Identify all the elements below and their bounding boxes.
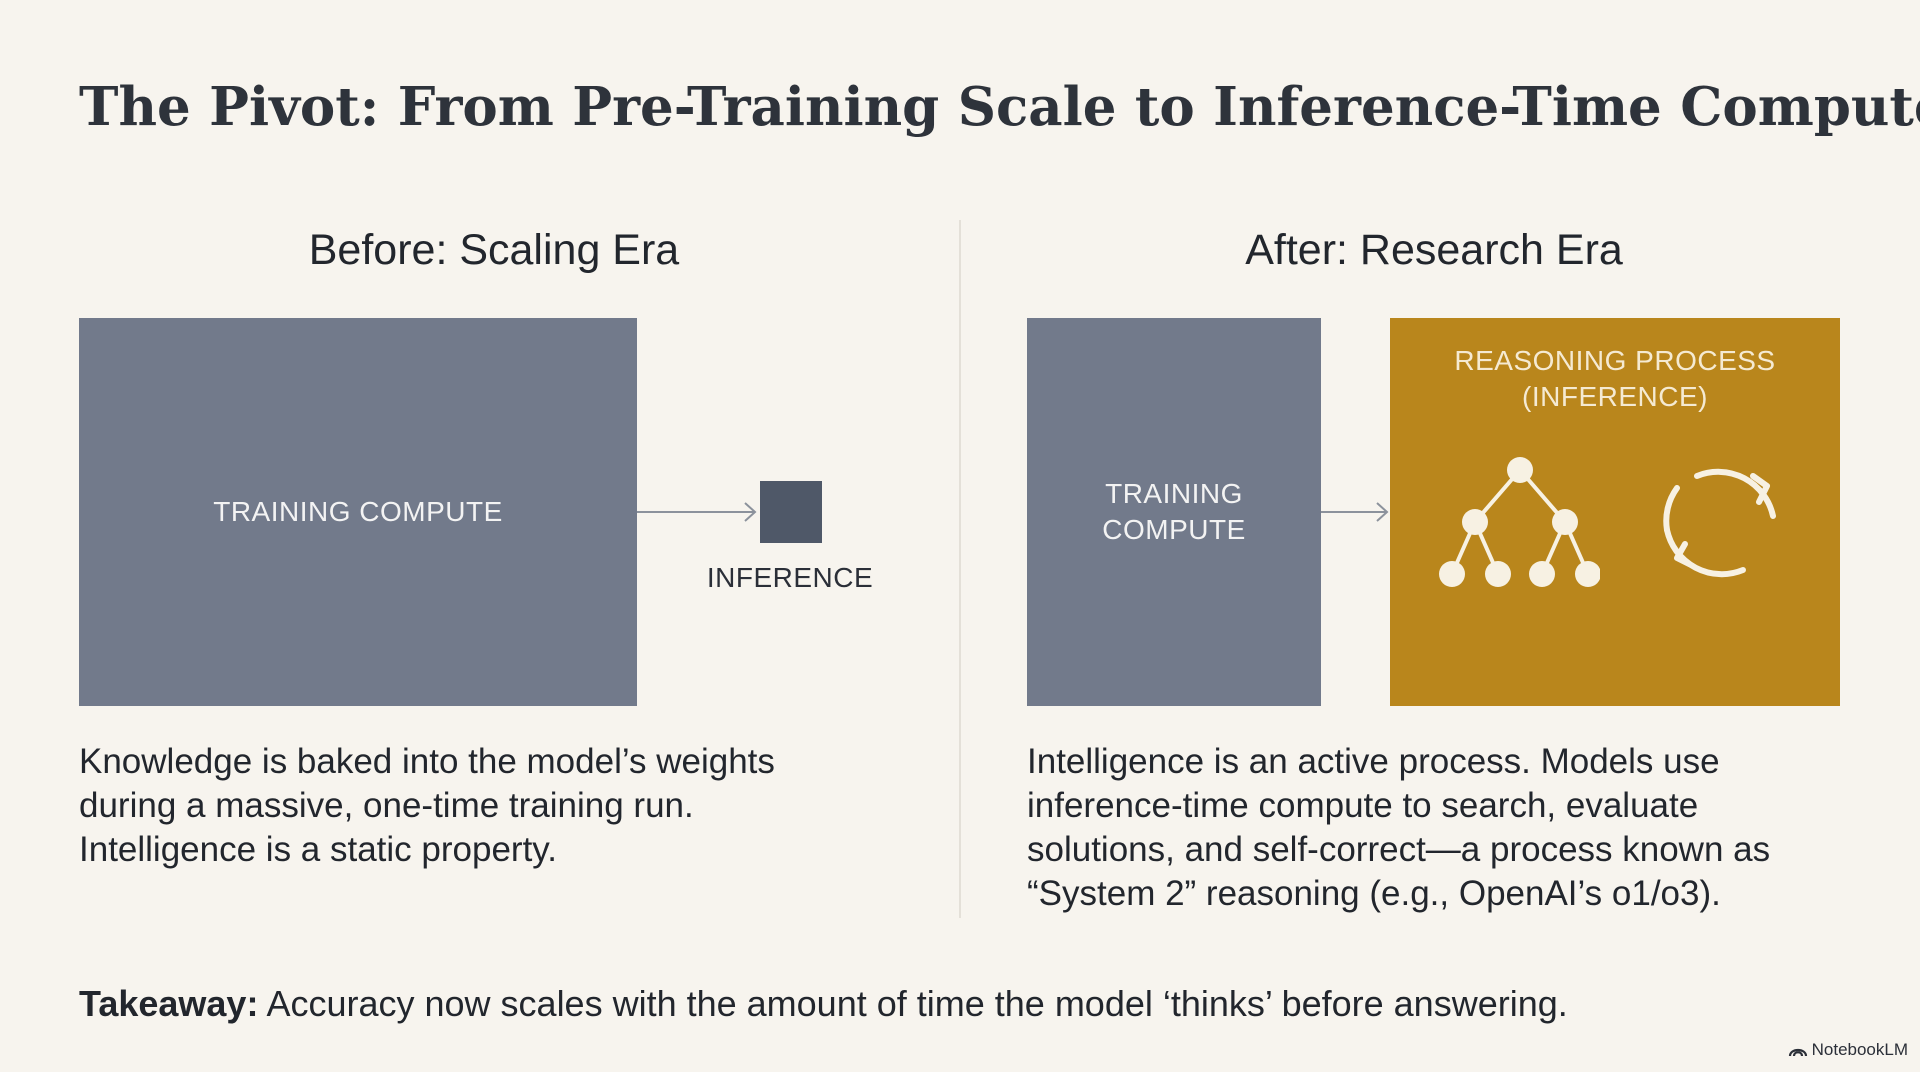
- after-description-line: solutions, and self-correct—a process kn…: [1027, 830, 1771, 869]
- after-training-compute-label: TRAINING COMPUTE: [1102, 476, 1246, 548]
- after-training-compute-box: TRAINING COMPUTE: [1027, 318, 1321, 706]
- refresh-cycle-icon: [1663, 468, 1776, 578]
- takeaway-text: Accuracy now scales with the amount of t…: [258, 983, 1568, 1024]
- before-arrow: [637, 502, 757, 522]
- brand-name: NotebookLM: [1811, 1040, 1908, 1059]
- before-description: Knowledge is baked into the model’s weig…: [79, 740, 775, 872]
- reasoning-process-title: REASONING PROCESS (INFERENCE): [1390, 343, 1840, 415]
- inference-label: INFERENCE: [706, 562, 874, 593]
- before-training-compute-box: TRAINING COMPUTE: [79, 318, 637, 706]
- after-training-label-line: TRAINING: [1105, 478, 1243, 509]
- column-divider: [959, 220, 961, 918]
- after-description-line: Intelligence is an active process. Model…: [1027, 742, 1720, 781]
- page-title: The Pivot: From Pre-Training Scale to In…: [79, 76, 1920, 138]
- after-heading: After: Research Era: [1245, 226, 1623, 274]
- reasoning-title-line: (INFERENCE): [1522, 381, 1708, 412]
- before-description-line: during a massive, one-time training run.: [79, 786, 694, 825]
- takeaway-label: Takeaway:: [79, 983, 259, 1024]
- inference-square: [760, 481, 822, 543]
- reasoning-process-box: [1390, 318, 1840, 706]
- takeaway: Takeaway: Accuracy now scales with the a…: [79, 980, 1568, 1028]
- before-training-compute-label: TRAINING COMPUTE: [213, 496, 503, 527]
- after-description: Intelligence is an active process. Model…: [1027, 740, 1770, 916]
- before-description-line: Intelligence is a static property.: [79, 830, 557, 869]
- after-description-line: inference-time compute to search, evalua…: [1027, 786, 1699, 825]
- tree-search-icon: [1439, 457, 1600, 587]
- notebooklm-logo-icon: [1788, 1048, 1807, 1057]
- after-arrow: [1321, 502, 1389, 522]
- after-description-line: “System 2” reasoning (e.g., OpenAI’s o1/…: [1027, 874, 1721, 913]
- reasoning-title-line: REASONING PROCESS: [1454, 345, 1776, 376]
- before-heading: Before: Scaling Era: [308, 226, 680, 274]
- after-training-label-line: COMPUTE: [1102, 514, 1246, 545]
- before-description-line: Knowledge is baked into the model’s weig…: [79, 742, 775, 781]
- brand-watermark: NotebookLM: [1788, 1038, 1908, 1062]
